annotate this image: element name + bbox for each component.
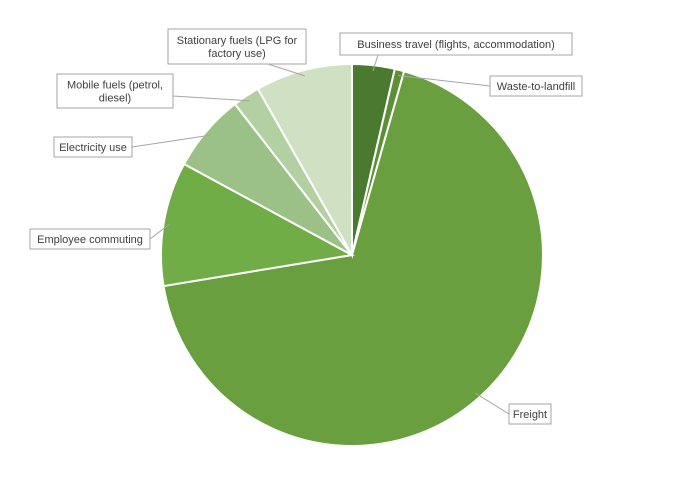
leader-line-3 [149, 223, 170, 240]
leader-line-4 [131, 134, 211, 148]
leader-line-0 [372, 54, 379, 72]
slice-label-text-2: Freight [513, 409, 547, 421]
slice-label-1: Waste-to-landfill [489, 75, 583, 97]
slice-label-text-6: Stationary fuels (LPG for factory use) [177, 35, 298, 60]
slice-label-box-3 [29, 228, 151, 250]
slice-label-text-4: Electricity use [59, 142, 127, 154]
slice-label-2: Freight [508, 403, 552, 425]
slice-label-box-0 [339, 32, 573, 56]
pie-slice-2 [162, 70, 544, 447]
slice-label-text-3: Employee commuting [37, 234, 143, 246]
slice-label-text-0: Business travel (flights, accommodation) [357, 39, 554, 51]
slice-label-0: Business travel (flights, accommodation) [339, 32, 573, 56]
slice-label-4: Electricity use [53, 136, 133, 158]
slice-label-box-6 [167, 28, 307, 65]
pie-slices [160, 62, 544, 447]
slice-label-box-2 [508, 403, 552, 425]
slice-label-5: Mobile fuels (petrol, diesel) [56, 73, 174, 109]
slice-label-text-1: Waste-to-landfill [497, 81, 575, 93]
leader-line-2 [475, 392, 510, 415]
pie-labels: Business travel (flights, accommodation)… [29, 28, 583, 425]
leader-line-5 [172, 95, 250, 102]
slice-label-text-5: Mobile fuels (petrol, diesel) [67, 80, 163, 105]
slice-label-3: Employee commuting [29, 228, 151, 250]
slice-label-6: Stationary fuels (LPG for factory use) [167, 28, 307, 65]
slice-label-box-1 [489, 75, 583, 97]
pie-slice-3 [160, 162, 356, 288]
leader-line-1 [398, 75, 491, 87]
leader-line-6 [267, 63, 305, 77]
slice-label-box-5 [56, 73, 174, 109]
slice-label-box-4 [53, 136, 133, 158]
pie-slice-6 [256, 62, 353, 259]
